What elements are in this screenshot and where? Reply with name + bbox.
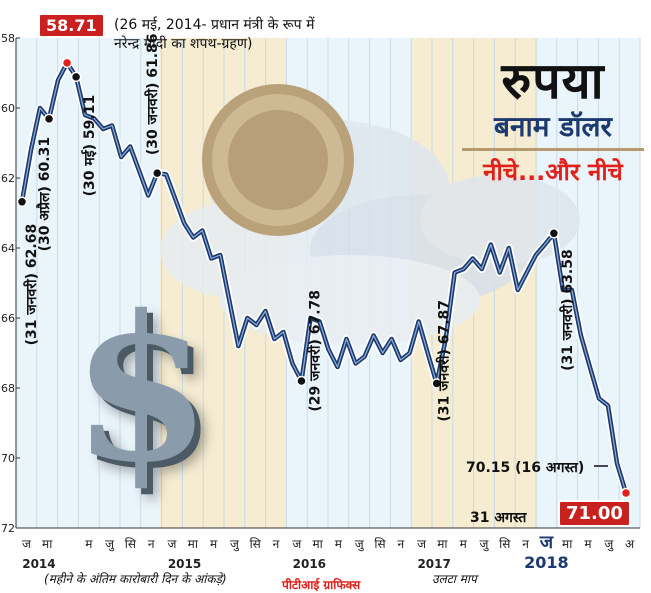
highlight-marker xyxy=(61,57,73,69)
title-block: रुपया बनाम डॉलर नीचे...और नीचे xyxy=(458,52,648,187)
peak-badge: 58.71 xyxy=(38,13,105,38)
x-tick-label: जु xyxy=(480,537,490,552)
x-tick-label: सि xyxy=(499,537,511,551)
year-label: 2014 xyxy=(22,557,55,571)
footnote: (महीने के अंतिम कारोबारी दिन के आंकड़े) xyxy=(44,572,227,586)
dollar-icon: $ xyxy=(72,272,212,507)
aug31-badge: 71.00 xyxy=(558,500,631,527)
year-label: 2018 xyxy=(524,553,569,572)
y-tick-label: 58 xyxy=(1,32,15,45)
x-tick-label: म xyxy=(584,537,592,551)
highlight-marker xyxy=(43,113,55,125)
x-tick-label: मा xyxy=(188,537,199,551)
highlight-marker xyxy=(620,487,632,499)
x-tick-label: म xyxy=(335,537,343,551)
x-tick-label: सि xyxy=(250,537,262,551)
aug31-label: 31 अगस्त xyxy=(470,508,526,527)
highlight-marker xyxy=(151,167,163,179)
x-tick-label: ज xyxy=(168,537,178,551)
x-tick-label: मा xyxy=(312,537,323,551)
x-tick-label: म xyxy=(460,537,468,551)
point-label: (30 अप्रैल) 60.31 xyxy=(36,137,53,251)
inverted-scale-note: उलटा माप xyxy=(432,572,477,586)
x-tick-label: ज xyxy=(539,532,554,553)
y-tick-label: 72 xyxy=(1,522,15,535)
x-tick-label: जु xyxy=(230,537,240,552)
point-label: (31 जनवरी) 67.87 xyxy=(436,300,453,422)
x-tick-label: न xyxy=(148,537,155,551)
x-tick-label: मा xyxy=(437,537,448,551)
point-labels: (31 जनवरी) 62.68(30 अप्रैल) 60.31 (30 मई)… xyxy=(23,33,608,467)
highlight-marker xyxy=(431,378,442,389)
highlight-marker xyxy=(296,375,307,387)
aug16-label: 70.15 (16 अगस्त) xyxy=(466,460,585,476)
y-tick-label: 60 xyxy=(1,102,15,115)
peak-note: (26 मई, 2014- प्रधान मंत्री के रूप में न… xyxy=(114,17,315,52)
x-tick-label: मा xyxy=(562,537,573,551)
chart-tagline: नीचे...और नीचे xyxy=(483,158,623,186)
year-label: 2017 xyxy=(417,557,450,571)
x-axis: ज मा म जु सि न ज मा म जु सि न ज मा म जु सि न ज मा म जु सि न ज मा म… xyxy=(16,527,640,572)
y-tick-label: 64 xyxy=(1,242,15,255)
x-tick-label: ज xyxy=(417,537,427,551)
x-tick-label: जु xyxy=(105,537,115,552)
chart-title: रुपया xyxy=(501,52,605,110)
x-tick-label: न xyxy=(522,537,529,551)
x-tick-label: सि xyxy=(125,537,137,551)
aug31-date: 31 अगस्त xyxy=(470,510,527,526)
x-tick-label: म xyxy=(210,537,218,551)
point-label: (30 जनवरी) 61.86 xyxy=(144,33,161,155)
x-tick-label: ज xyxy=(22,537,32,551)
x-tick-label: अ xyxy=(625,537,635,551)
year-label: 2015 xyxy=(168,557,201,571)
y-tick-label: 66 xyxy=(1,312,15,325)
x-tick-label: जु xyxy=(604,537,614,552)
y-tick-label: 62 xyxy=(1,172,15,185)
point-label: (30 मई) 59.11 xyxy=(81,95,98,197)
x-tick-label: म xyxy=(85,537,93,551)
title-divider xyxy=(462,148,644,151)
y-tick-label: 68 xyxy=(1,382,15,395)
y-axis: 58 60 62 64 66 68 70 72 xyxy=(1,32,20,535)
highlight-markers xyxy=(16,57,632,499)
point-label: (29 जनवरी) 67.78 xyxy=(307,290,324,412)
year-label: 2016 xyxy=(293,557,326,571)
chart-subtitle: बनाम डॉलर xyxy=(494,110,612,143)
coin-icon xyxy=(202,84,354,236)
highlight-marker xyxy=(70,71,82,83)
point-label: (31 जनवरी) 62.68 xyxy=(23,224,40,346)
highlight-marker xyxy=(16,196,28,208)
year-band-4 xyxy=(538,38,640,528)
y-tick-label: 70 xyxy=(1,452,15,465)
source-credit: पीटीआई ग्राफिक्स xyxy=(282,578,361,592)
x-tick-label: न xyxy=(273,537,280,551)
x-tick-label: मा xyxy=(42,537,53,551)
point-label: (31 जनवरी) 63.58 xyxy=(559,249,576,371)
x-tick-label: न xyxy=(397,537,404,551)
highlight-marker xyxy=(548,228,560,239)
x-tick-label: ज xyxy=(292,537,302,551)
x-tick-label: जु xyxy=(355,537,365,552)
x-tick-label: सि xyxy=(374,537,386,551)
